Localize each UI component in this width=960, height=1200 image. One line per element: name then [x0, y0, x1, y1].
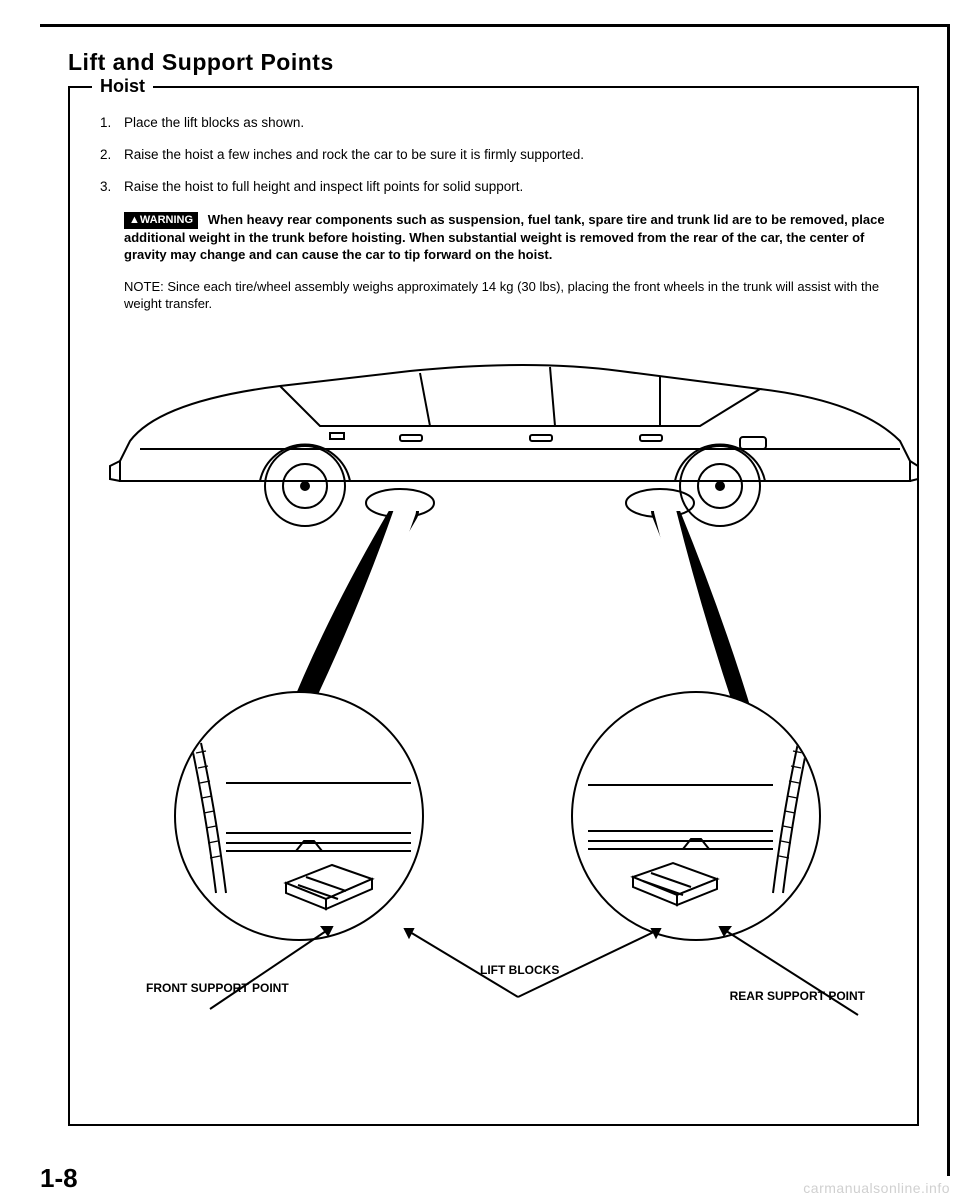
step-number: 1. — [100, 114, 124, 132]
front-support-detail — [174, 691, 424, 941]
step-text: Raise the hoist to full height and inspe… — [124, 178, 523, 196]
watermark-text: carmanualsonline.info — [803, 1180, 950, 1196]
note-paragraph: NOTE: Since each tire/wheel assembly wei… — [124, 278, 895, 313]
diagram-area: FRONT SUPPORT POINT LIFT BLOCKS REAR SUP… — [100, 331, 895, 1021]
page-frame: Lift and Support Points Hoist 1. Place t… — [40, 24, 950, 1176]
step-number: 2. — [100, 146, 124, 164]
label-front-support: FRONT SUPPORT POINT — [146, 981, 289, 995]
step-list: 1. Place the lift blocks as shown. 2. Ra… — [100, 114, 895, 197]
step-number: 3. — [100, 178, 124, 196]
car-illustration — [100, 331, 920, 531]
step-item: 2. Raise the hoist a few inches and rock… — [100, 146, 895, 164]
warning-badge: ▲WARNING — [124, 212, 198, 229]
step-text: Raise the hoist a few inches and rock th… — [124, 146, 584, 164]
page-title: Lift and Support Points — [68, 49, 919, 76]
warning-paragraph: ▲WARNING When heavy rear components such… — [124, 211, 895, 264]
label-rear-support: REAR SUPPORT POINT — [730, 989, 865, 1003]
label-lift-blocks: LIFT BLOCKS — [480, 963, 559, 977]
hoist-frame: Hoist 1. Place the lift blocks as shown.… — [68, 86, 919, 1126]
page-number: 1-8 — [40, 1163, 78, 1194]
rear-support-detail — [571, 691, 821, 941]
warning-text: When heavy rear components such as suspe… — [124, 212, 885, 262]
step-text: Place the lift blocks as shown. — [124, 114, 304, 132]
step-item: 3. Raise the hoist to full height and in… — [100, 178, 895, 196]
step-item: 1. Place the lift blocks as shown. — [100, 114, 895, 132]
frame-label: Hoist — [92, 76, 153, 97]
